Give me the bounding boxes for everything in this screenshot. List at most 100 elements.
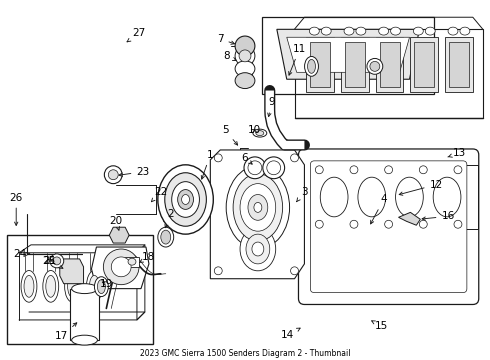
Text: 22: 22 [151,186,168,202]
Text: 24: 24 [14,249,29,259]
Ellipse shape [253,129,267,137]
Ellipse shape [454,220,462,228]
Text: 2023 GMC Sierra 1500 Senders Diagram 2 - Thumbnail: 2023 GMC Sierra 1500 Senders Diagram 2 -… [140,348,350,357]
Text: 16: 16 [422,211,455,221]
Ellipse shape [21,270,37,302]
Ellipse shape [53,257,61,265]
Text: 12: 12 [399,180,443,195]
Ellipse shape [226,166,290,249]
Ellipse shape [316,166,323,174]
Text: 25: 25 [42,256,55,266]
Text: 9: 9 [268,98,275,117]
Bar [70,289,99,340]
Ellipse shape [460,27,470,35]
Bar [376,37,403,91]
Bar [415,42,434,86]
Polygon shape [60,259,84,284]
Ellipse shape [309,27,319,35]
Ellipse shape [308,59,316,73]
Text: 4: 4 [370,194,387,224]
Ellipse shape [103,249,139,285]
Polygon shape [92,247,149,289]
Text: 27: 27 [127,28,146,42]
Ellipse shape [89,275,99,297]
Ellipse shape [86,270,102,302]
Ellipse shape [158,227,173,247]
Polygon shape [277,29,419,79]
Ellipse shape [419,166,427,174]
Ellipse shape [235,36,255,56]
Bar [125,257,139,267]
Ellipse shape [316,220,323,228]
Ellipse shape [98,280,105,294]
Text: 8: 8 [223,51,236,61]
Ellipse shape [104,166,122,184]
Text: 1: 1 [201,150,214,179]
Ellipse shape [254,202,262,212]
Ellipse shape [178,190,194,210]
Polygon shape [287,37,410,72]
Text: 10: 10 [247,125,261,135]
Ellipse shape [256,131,264,136]
Ellipse shape [291,267,298,275]
Bar [310,42,330,86]
Ellipse shape [233,174,283,241]
Ellipse shape [370,62,380,71]
Ellipse shape [385,220,392,228]
Ellipse shape [165,173,206,226]
Ellipse shape [395,177,423,217]
Polygon shape [109,227,129,243]
Ellipse shape [248,194,268,220]
Ellipse shape [419,220,427,228]
Ellipse shape [239,50,251,62]
Ellipse shape [391,27,400,35]
Text: 5: 5 [222,125,238,145]
Text: 19: 19 [99,279,113,289]
Ellipse shape [43,270,59,302]
Ellipse shape [214,267,222,275]
Text: 21: 21 [43,256,63,268]
Ellipse shape [367,58,383,74]
Bar [380,42,399,86]
Ellipse shape [320,177,348,217]
Ellipse shape [161,230,171,244]
Ellipse shape [454,166,462,174]
Ellipse shape [267,161,281,175]
Ellipse shape [263,157,285,179]
Text: 17: 17 [55,323,77,341]
Text: 3: 3 [296,186,308,202]
Ellipse shape [248,161,262,175]
Ellipse shape [385,166,392,174]
Text: 13: 13 [448,148,466,158]
Ellipse shape [246,234,270,264]
Text: 6: 6 [242,153,252,164]
Bar [445,37,473,91]
Polygon shape [398,212,420,225]
Text: 15: 15 [371,321,388,331]
Ellipse shape [68,275,77,297]
Bar [345,42,365,86]
Ellipse shape [379,27,389,35]
Ellipse shape [252,242,264,256]
Ellipse shape [214,154,222,162]
Ellipse shape [240,184,276,231]
Ellipse shape [95,277,108,297]
FancyBboxPatch shape [310,161,467,293]
Ellipse shape [128,258,136,265]
Ellipse shape [240,227,276,271]
Text: 18: 18 [140,252,155,262]
Bar [411,37,438,91]
Ellipse shape [414,27,423,35]
Text: 14: 14 [281,328,300,340]
Ellipse shape [350,220,358,228]
Ellipse shape [172,182,199,217]
FancyBboxPatch shape [298,149,479,305]
Bar [449,42,469,86]
Ellipse shape [111,257,131,277]
Ellipse shape [425,27,435,35]
Ellipse shape [50,254,64,268]
Ellipse shape [350,166,358,174]
Ellipse shape [291,154,298,162]
Text: 2: 2 [165,210,174,228]
Text: 20: 20 [110,216,123,230]
